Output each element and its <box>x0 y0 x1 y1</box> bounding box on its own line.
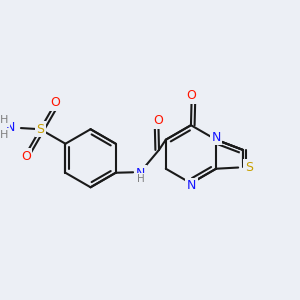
Text: H: H <box>137 174 145 184</box>
Text: N: N <box>187 179 196 192</box>
Text: N: N <box>212 130 221 144</box>
Text: O: O <box>187 89 196 102</box>
Text: N: N <box>6 121 15 134</box>
Text: S: S <box>245 161 253 174</box>
Text: O: O <box>21 149 31 163</box>
Text: S: S <box>36 123 44 136</box>
Text: H: H <box>0 115 9 125</box>
Text: O: O <box>50 96 60 109</box>
Text: O: O <box>153 114 163 127</box>
Text: H: H <box>0 130 9 140</box>
Text: N: N <box>136 167 145 180</box>
